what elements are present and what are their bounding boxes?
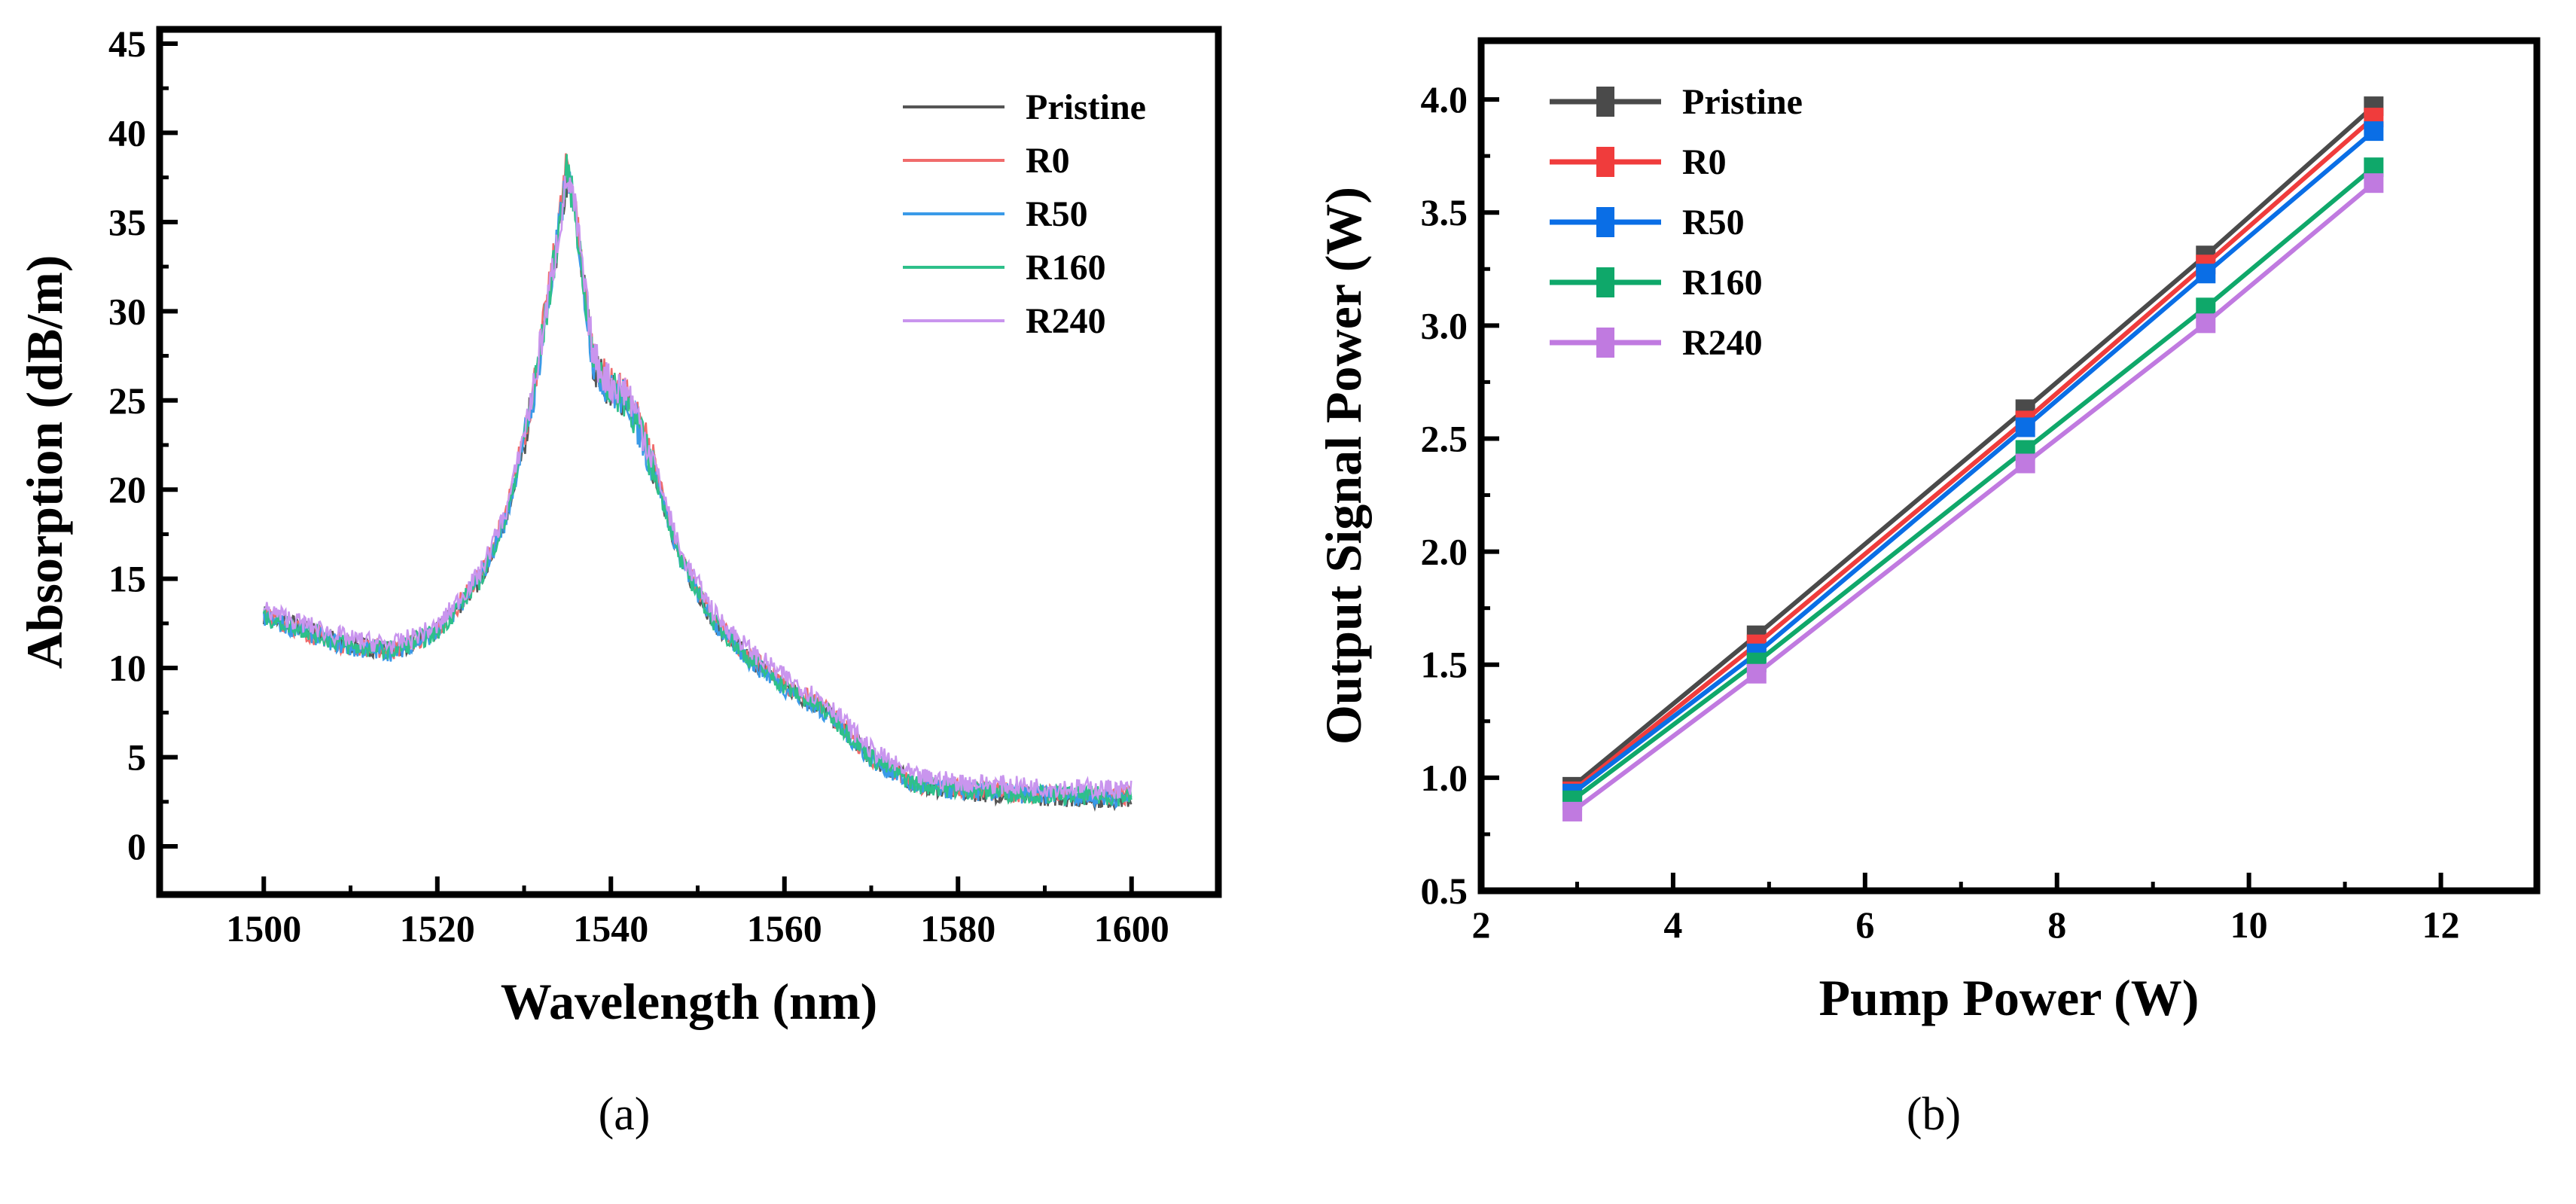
x-tick-label: 1540 bbox=[573, 907, 648, 949]
y-tick-label: 45 bbox=[108, 23, 146, 65]
panel-b-caption: (b) bbox=[1907, 1089, 1961, 1140]
series-r240 bbox=[1562, 173, 2384, 821]
y-tick-label: 3.0 bbox=[1421, 304, 1468, 346]
legend-label: R0 bbox=[1026, 141, 1070, 181]
y-tick-label: 2.0 bbox=[1421, 531, 1468, 573]
data-point-marker bbox=[1562, 801, 1583, 821]
plot-frame bbox=[156, 26, 1222, 898]
panel-b-output-power-chart: 2 4 6 8 10 12 0.5 1.0 1.5 2.0 2.5 3.0 3.5 4.0 Pump Pow… bbox=[1315, 37, 2541, 1026]
x-tick-label: 2 bbox=[1472, 904, 1491, 946]
legend-label: Pristine bbox=[1026, 87, 1146, 127]
legend-label: R50 bbox=[1026, 194, 1088, 234]
data-point-marker bbox=[2015, 453, 2035, 474]
series-line bbox=[263, 153, 1132, 807]
y-tick-label: 0.5 bbox=[1421, 870, 1468, 912]
x-tick-label: 1520 bbox=[400, 907, 475, 949]
data-point-marker bbox=[2196, 313, 2216, 334]
legend-marker bbox=[1596, 147, 1614, 177]
series-pristine bbox=[263, 163, 1133, 812]
legend-label: Pristine bbox=[1682, 82, 1803, 122]
x-tick-label: 6 bbox=[1855, 904, 1874, 946]
y-axis-title: Absorption (dB/m) bbox=[16, 255, 73, 669]
x-tick-label: 1580 bbox=[920, 907, 995, 949]
y-tick-label: 5 bbox=[127, 736, 146, 779]
y-tick-label: 2.5 bbox=[1421, 417, 1468, 459]
legend-marker bbox=[1596, 267, 1614, 297]
y-tick-label: 1.0 bbox=[1421, 757, 1468, 799]
series-pristine bbox=[1562, 96, 2384, 797]
x-axis-title: Pump Power (W) bbox=[1819, 969, 2200, 1026]
data-point-marker bbox=[1746, 663, 1767, 684]
legend-marker bbox=[1596, 328, 1614, 358]
data-point-marker bbox=[2015, 417, 2035, 437]
legend-label: R240 bbox=[1026, 301, 1106, 341]
legend-marker bbox=[1596, 207, 1614, 237]
data-point-marker bbox=[2364, 173, 2384, 194]
y-tick-label: 4.0 bbox=[1421, 78, 1468, 120]
x-tick-label: 1560 bbox=[747, 907, 822, 949]
series-line bbox=[263, 175, 1133, 801]
legend-label: R160 bbox=[1026, 248, 1106, 288]
x-tick-label: 10 bbox=[2230, 904, 2268, 946]
y-tick-label: 25 bbox=[108, 379, 146, 422]
y-tick-label: 3.5 bbox=[1421, 191, 1468, 233]
panel-a-caption: (a) bbox=[599, 1089, 651, 1140]
data-point-marker bbox=[2364, 121, 2384, 142]
x-tick-label: 1600 bbox=[1094, 907, 1169, 949]
x-axis-title: Wavelength (nm) bbox=[501, 973, 878, 1030]
series-r240 bbox=[263, 175, 1133, 801]
y-tick-label: 40 bbox=[108, 111, 146, 154]
legend-label: R240 bbox=[1682, 323, 1763, 363]
y-tick-label: 10 bbox=[108, 647, 146, 689]
plot-frame bbox=[1477, 37, 2541, 895]
y-tick-label: 35 bbox=[108, 201, 146, 243]
series-r160 bbox=[1562, 157, 2384, 810]
series-line bbox=[263, 163, 1133, 812]
data-point-marker bbox=[2196, 264, 2216, 284]
series-r50 bbox=[263, 163, 1133, 809]
legend-label: R50 bbox=[1682, 203, 1745, 242]
y-axis-title: Output Signal Power (W) bbox=[1315, 187, 1372, 745]
x-tick-label: 4 bbox=[1663, 904, 1682, 946]
series-r0 bbox=[263, 153, 1132, 807]
y-tick-label: 20 bbox=[108, 468, 146, 511]
legend-label: R0 bbox=[1682, 142, 1727, 182]
y-tick-label: 0 bbox=[127, 825, 146, 867]
series-line bbox=[263, 163, 1133, 809]
y-tick-label: 1.5 bbox=[1421, 644, 1468, 686]
y-tick-label: 30 bbox=[108, 290, 146, 332]
legend-label: R160 bbox=[1682, 263, 1763, 303]
x-tick-label: 1500 bbox=[226, 907, 301, 949]
x-tick-label: 8 bbox=[2047, 904, 2066, 946]
panel-a-absorption-chart: 1500 1520 1540 1560 1580 16000510152025303540… bbox=[16, 23, 1222, 1030]
y-tick-label: 15 bbox=[108, 558, 146, 600]
legend-marker bbox=[1596, 87, 1614, 117]
series-r160 bbox=[263, 154, 1133, 807]
x-tick-label: 12 bbox=[2422, 904, 2460, 946]
series-line bbox=[263, 154, 1133, 807]
